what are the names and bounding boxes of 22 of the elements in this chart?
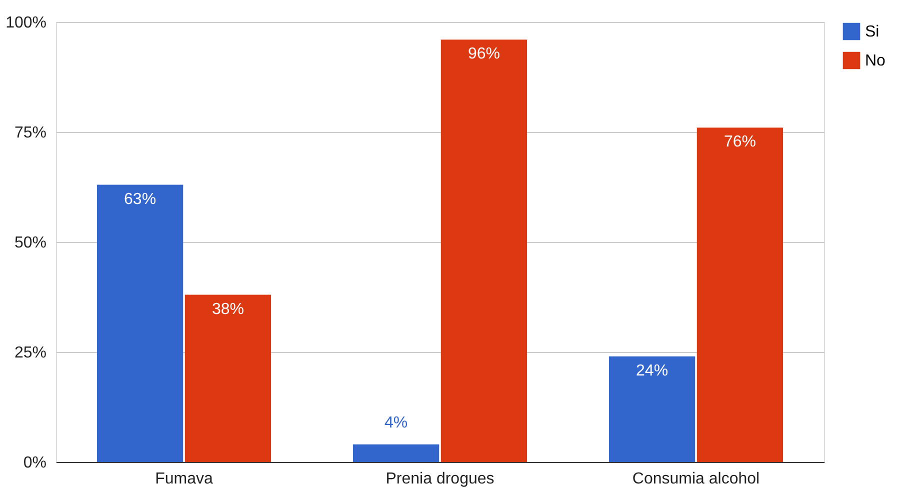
x-tick-label: Prenia drogues [386, 470, 494, 488]
y-tick-label: 0% [23, 454, 46, 472]
x-tick-label: Consumia alcohol [632, 470, 760, 488]
bar [608, 356, 696, 462]
data-label: 96% [468, 46, 500, 63]
bar [184, 294, 272, 462]
y-tick-label: 100% [6, 14, 46, 32]
data-label: 4% [384, 414, 408, 432]
y-tick-label: 50% [14, 234, 46, 252]
legend-label: Si [865, 24, 880, 40]
bar [440, 40, 528, 462]
bar [696, 128, 784, 462]
bar [352, 444, 440, 462]
data-label: 63% [124, 190, 156, 208]
y-tick-label: 25% [14, 344, 46, 362]
data-label: 76% [724, 134, 756, 151]
bar [96, 184, 184, 462]
data-label: 38% [212, 300, 244, 318]
data-label: 24% [636, 362, 668, 380]
y-tick-label: 75% [14, 124, 46, 142]
x-tick-label: Fumava [155, 470, 213, 488]
legend-label: No [865, 52, 886, 70]
